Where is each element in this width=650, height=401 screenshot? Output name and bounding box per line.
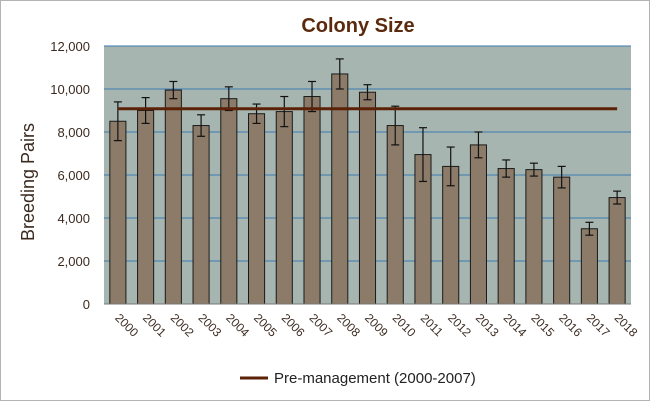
x-tick-label: 2013 <box>473 311 502 340</box>
x-tick-label: 2017 <box>584 311 613 340</box>
y-tick-label: 10,000 <box>50 82 90 97</box>
y-tick-label: 2,000 <box>57 254 90 269</box>
bar <box>553 176 571 305</box>
bar <box>469 144 487 305</box>
x-tick-label: 2003 <box>196 311 225 340</box>
x-tick-label: 2005 <box>251 311 280 340</box>
bar <box>386 125 404 305</box>
bar <box>303 96 321 305</box>
x-tick-label: 2007 <box>306 311 335 340</box>
x-tick-label: 2011 <box>418 311 446 339</box>
bar <box>164 89 182 305</box>
chart-title: Colony Size <box>301 15 414 37</box>
y-tick-label: 12,000 <box>50 39 90 54</box>
bar <box>442 165 460 305</box>
x-tick-label: 2000 <box>112 311 141 340</box>
x-tick-label: 2006 <box>279 311 308 340</box>
bar <box>580 228 598 305</box>
bar <box>137 110 155 305</box>
legend-label: Pre-management (2000-2007) <box>274 370 476 387</box>
x-tick-label: 2010 <box>390 311 419 340</box>
bar <box>248 113 266 305</box>
bar <box>358 91 377 305</box>
bar <box>275 111 293 305</box>
bar <box>525 169 543 305</box>
y-tick-label: 0 <box>83 297 90 312</box>
x-tick-label: 2009 <box>362 311 391 340</box>
y-axis-label: Breeding Pairs <box>18 123 38 241</box>
y-tick-label: 8,000 <box>57 125 90 140</box>
bar <box>109 120 127 305</box>
x-tick-label: 2004 <box>223 311 252 340</box>
x-tick-label: 2018 <box>612 311 641 340</box>
x-tick-label: 2002 <box>168 311 197 340</box>
bar <box>220 98 238 305</box>
x-tick-label: 2016 <box>556 311 585 340</box>
bar <box>192 125 210 305</box>
y-tick-label: 4,000 <box>57 211 90 226</box>
x-tick-label: 2015 <box>528 311 557 340</box>
x-tick-label: 2008 <box>334 311 363 340</box>
bar <box>497 168 515 305</box>
x-tick-label: 2001 <box>140 311 169 340</box>
x-tick-label: 2012 <box>445 311 474 340</box>
y-tick-label: 6,000 <box>57 168 90 183</box>
bar <box>608 197 626 305</box>
x-tick-label: 2014 <box>501 311 530 340</box>
legend: Pre-management (2000-2007) <box>240 370 476 387</box>
